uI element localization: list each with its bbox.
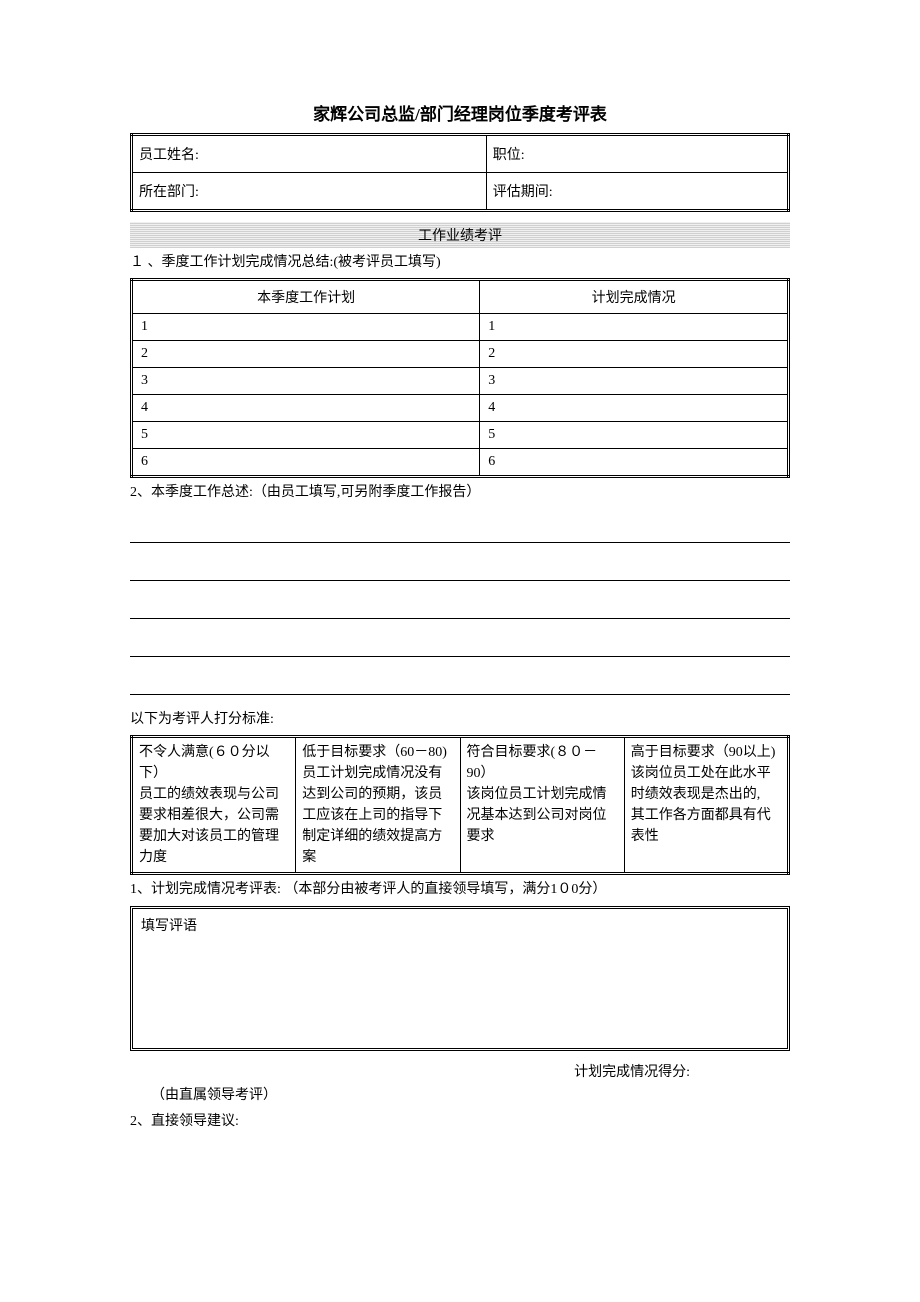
plan-summary-label: １ 、季度工作计划完成情况总结:(被考评员工填写) [130,252,790,274]
plan-cell: 4 [480,395,789,422]
criteria-body: 该岗位员工处在此水平时绩效表现是杰出的, [631,763,781,805]
plan-cell: 3 [480,368,789,395]
document-title: 家辉公司总监/部门经理岗位季度考评表 [130,100,790,125]
criteria-intro: 以下为考评人打分标准: [130,709,790,731]
criteria-cell-2: 低于目标要求（60－80) 员工计划完成情况没有达到公司的预期，该员工应该在上司… [296,737,460,874]
write-line [130,587,790,619]
plan-cell: 5 [480,422,789,449]
write-line [130,511,790,543]
table-row: 33 [132,368,789,395]
plan-cell: 6 [480,449,789,477]
table-row: 22 [132,341,789,368]
plan-col-header-2: 计划完成情况 [480,280,789,314]
comment-label: 填写评语 [141,915,779,935]
period-cell: 评估期间: [486,173,788,211]
criteria-cell-1: 不令人满意(６０分以下） 员工的绩效表现与公司要求相差很大，公司需要加大对该员工… [132,737,296,874]
plan-cell: 5 [132,422,480,449]
plan-cell: 2 [480,341,789,368]
header-table: 员工姓名: 职位: 所在部门: 评估期间: [130,133,790,212]
assessment-sub1: 1、计划完成情况考评表: （本部分由被考评人的直接领导填写，满分1０0分） [130,879,790,901]
table-row: 66 [132,449,789,477]
table-row: 11 [132,314,789,341]
plan-cell: 1 [480,314,789,341]
assessment-sub2: 2、直接领导建议: [130,1111,790,1133]
criteria-cell-4: 高于目标要求（90以上) 该岗位员工处在此水平时绩效表现是杰出的, 其工作各方面… [624,737,788,874]
plan-cell: 2 [132,341,480,368]
criteria-title: 高于目标要求（90以上) [631,742,781,763]
plan-cell: 1 [132,314,480,341]
position-cell: 职位: [486,135,788,173]
criteria-title: 不令人满意(６０分以下） [139,742,289,784]
criteria-body: 员工的绩效表现与公司要求相差很大，公司需要加大对该员工的管理力度 [139,784,289,868]
plan-cell: 6 [132,449,480,477]
write-line [130,625,790,657]
write-line [130,549,790,581]
leader-note: （由直属领导考评） [130,1085,790,1107]
scoring-criteria-table: 不令人满意(６０分以下） 员工的绩效表现与公司要求相差很大，公司需要加大对该员工… [130,735,790,875]
table-row: 55 [132,422,789,449]
plan-col-header-1: 本季度工作计划 [132,280,480,314]
criteria-cell-3: 符合目标要求(８０－90） 该岗位员工计划完成情况基本达到公司对岗位要求 [460,737,624,874]
score-label: 计划完成情况得分: [130,1061,790,1081]
employee-name-cell: 员工姓名: [132,135,487,173]
section-performance-header: 工作业绩考评 [130,222,790,248]
criteria-body: 该岗位员工计划完成情况基本达到公司对岗位要求 [467,784,618,847]
write-line [130,663,790,695]
department-cell: 所在部门: [132,173,487,211]
quarter-summary-label: 2、本季度工作总述:（由员工填写,可另附季度工作报告） [130,482,790,504]
criteria-title: 低于目标要求（60－80) [302,742,453,763]
comment-box: 填写评语 [130,906,790,1051]
criteria-title: 符合目标要求(８０－90） [467,742,618,784]
plan-table: 本季度工作计划 计划完成情况 11 22 33 44 55 66 [130,278,790,478]
plan-cell: 3 [132,368,480,395]
plan-cell: 4 [132,395,480,422]
criteria-body: 其工作各方面都具有代表性 [631,805,781,847]
table-row: 44 [132,395,789,422]
criteria-body: 员工计划完成情况没有达到公司的预期，该员工应该在上司的指导下制定详细的绩效提高方… [302,763,453,868]
